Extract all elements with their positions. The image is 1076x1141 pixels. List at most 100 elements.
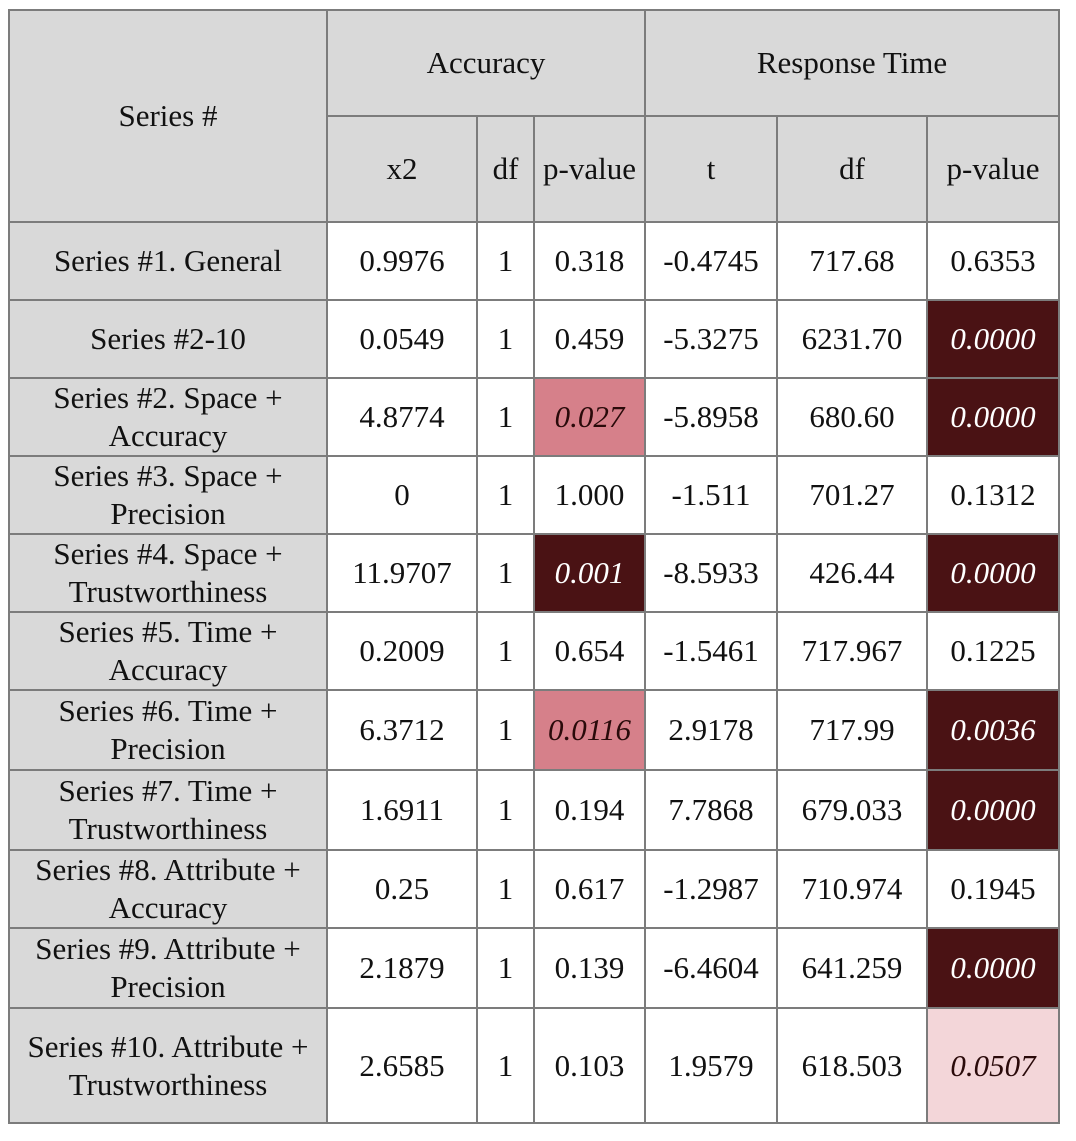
accuracy-p-value-cell: 0.139 [533,927,646,1009]
table-row: Series #8. Attribute + Accuracy 0.25 1 0.61… [8,849,1061,929]
response-time-df-cell: 680.60 [776,377,928,457]
response-time-p-value-cell: 0.1312 [925,455,1061,535]
accuracy-x2-cell: 0.0549 [326,299,478,379]
accuracy-x2-cell: 0.2009 [326,611,478,691]
table-body: Series #1. General 0.9976 1 0.318 -0.4745 717… [8,221,1061,1124]
accuracy-x2-cell: 0 [326,455,478,535]
table-row: Series #9. Attribute + Precision 2.1879 1 0… [8,927,1061,1009]
accuracy-df-cell: 1 [476,377,535,457]
table-row: Series #2. Space + Accuracy 4.8774 1 0.027-… [8,377,1061,457]
table-row: Series #4. Space + Trustworthiness 11.970… [8,533,1061,613]
response-time-t-cell: -5.3275 [644,299,778,379]
series-name-cell: Series #1. General [8,221,328,301]
table-row: Series #3. Space + Precision 0 1 1.000 -1.51… [8,455,1061,535]
accuracy-x2-cell: 0.25 [326,849,478,929]
response-time-df-cell: 717.68 [776,221,928,301]
accuracy-df-cell: 1 [476,849,535,929]
accuracy-p-value-header: p-value [533,115,646,223]
series-name-cell: Series #8. Attribute + Accuracy [8,849,328,929]
accuracy-p-value-cell: 0.001 [533,533,646,613]
accuracy-group-header: Accuracy [326,9,646,117]
series-name-cell: Series #4. Space + Trustworthiness [8,533,328,613]
table-row: Series #1. General 0.9976 1 0.318 -0.4745 717… [8,221,1061,301]
accuracy-df-cell: 1 [476,299,535,379]
response-time-t-cell: -1.2987 [644,849,778,929]
response-time-t-cell: -8.5933 [644,533,778,613]
response-time-t-header: t [644,115,778,223]
table-row: Series #6. Time + Precision 6.3712 1 0.0116… [8,689,1061,771]
accuracy-df-cell: 1 [476,221,535,301]
header-group-row: Series # Accuracy Response Time [8,9,1061,223]
response-time-df-cell: 710.974 [776,849,928,929]
response-time-df-cell: 701.27 [776,455,928,535]
response-time-t-cell: -1.5461 [644,611,778,691]
series-name-cell: Series #3. Space + Precision [8,455,328,535]
response-time-t-cell: 7.7868 [644,769,778,851]
accuracy-p-value-cell: 0.027 [533,377,646,457]
series-name-cell: Series #10. Attribute + Trustworthiness [8,1007,328,1124]
series-name-cell: Series #9. Attribute + Precision [8,927,328,1009]
accuracy-p-value-cell: 0.459 [533,299,646,379]
series-name-cell: Series #2. Space + Accuracy [8,377,328,457]
accuracy-df-cell: 1 [476,769,535,851]
accuracy-x2-cell: 1.6911 [326,769,478,851]
accuracy-df-cell: 1 [476,689,535,771]
table-row: Series #5. Time + Accuracy 0.2009 1 0.654 -1… [8,611,1061,691]
accuracy-p-value-cell: 0.318 [533,221,646,301]
response-time-p-value-cell: 0.0507 [925,1007,1061,1124]
response-time-p-value-cell: 0.0000 [925,299,1061,379]
accuracy-x2-cell: 2.1879 [326,927,478,1009]
accuracy-x2-cell: 0.9976 [326,221,478,301]
response-time-t-cell: 1.9579 [644,1007,778,1124]
accuracy-x2-cell: 11.9707 [326,533,478,613]
accuracy-p-value-cell: 0.654 [533,611,646,691]
series-name-cell: Series #6. Time + Precision [8,689,328,771]
response-time-p-value-cell: 0.0000 [925,377,1061,457]
response-time-df-cell: 717.99 [776,689,928,771]
response-time-df-cell: 641.259 [776,927,928,1009]
response-time-t-cell: 2.9178 [644,689,778,771]
statistics-table: Series # Accuracy Response Time x2 df p-… [8,9,1061,1124]
response-time-t-cell: -0.4745 [644,221,778,301]
accuracy-df-cell: 1 [476,533,535,613]
response-time-df-cell: 6231.70 [776,299,928,379]
accuracy-p-value-cell: 0.194 [533,769,646,851]
accuracy-p-value-cell: 0.617 [533,849,646,929]
accuracy-p-value-cell: 0.0116 [533,689,646,771]
response-time-df-header: df [776,115,928,223]
series-name-cell: Series #7. Time + Trustworthiness [8,769,328,851]
response-time-p-value-cell: 0.0000 [925,533,1061,613]
response-time-df-cell: 618.503 [776,1007,928,1124]
response-time-df-cell: 679.033 [776,769,928,851]
accuracy-df-header: df [476,115,535,223]
table-row: Series #2-10 0.0549 1 0.459 -5.3275 6231.70 0.… [8,299,1061,379]
response-time-p-value-cell: 0.1945 [925,849,1061,929]
response-time-df-cell: 717.967 [776,611,928,691]
accuracy-p-value-header-text: p-value [543,151,636,186]
response-time-p-value-cell: 0.0036 [925,689,1061,771]
response-time-group-header: Response Time [643,9,1061,117]
series-name-cell: Series #5. Time + Accuracy [8,611,328,691]
response-time-t-cell: -1.511 [644,455,778,535]
series-name-cell: Series #2-10 [8,299,328,379]
response-time-df-cell: 426.44 [776,533,928,613]
accuracy-df-cell: 1 [476,927,535,1009]
table-row: Series #7. Time + Trustworthiness 1.6911 1… [8,769,1061,851]
accuracy-df-cell: 1 [476,1007,535,1124]
accuracy-df-cell: 1 [476,611,535,691]
response-time-p-value-cell: 0.0000 [925,769,1061,851]
series-column-header: Series # [8,9,328,223]
accuracy-df-cell: 1 [476,455,535,535]
table-row: Series #10. Attribute + Trustworthiness 2… [8,1007,1061,1124]
header-column-row: x2 df p-value t df p-value [9,115,1061,223]
response-time-p-value-header: p-value [925,115,1061,223]
response-time-t-cell: -6.4604 [644,927,778,1009]
accuracy-x2-cell: 6.3712 [326,689,478,771]
accuracy-p-value-cell: 1.000 [533,455,646,535]
response-time-p-value-cell: 0.6353 [925,221,1061,301]
accuracy-x2-cell: 4.8774 [326,377,478,457]
accuracy-x2-header: x2 [326,115,478,223]
response-time-p-value-cell: 0.0000 [925,927,1061,1009]
accuracy-x2-cell: 2.6585 [326,1007,478,1124]
table-header: Series # Accuracy Response Time x2 df p-… [8,9,1061,223]
